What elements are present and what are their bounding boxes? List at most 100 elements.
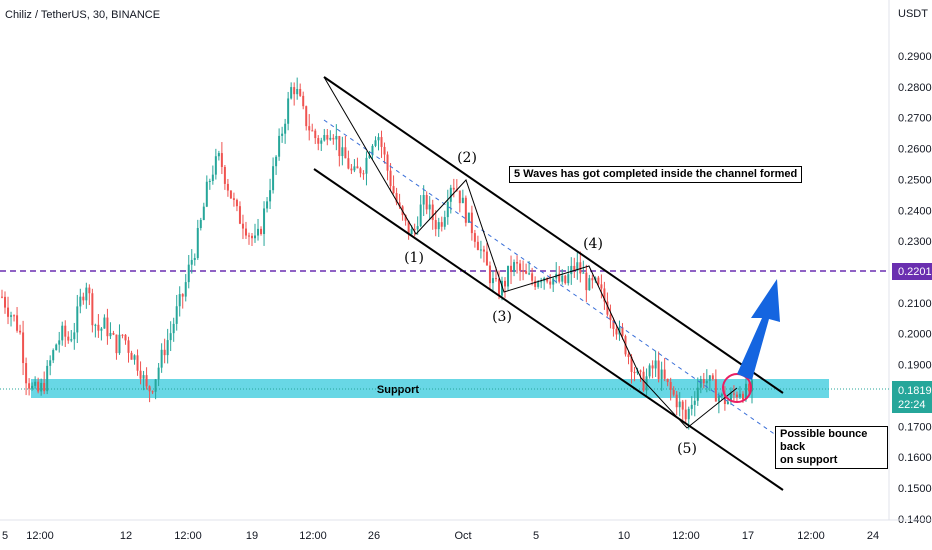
candle-body bbox=[678, 401, 681, 408]
waves-note[interactable]: 5 Waves has got completed inside the cha… bbox=[509, 166, 803, 183]
candle-body bbox=[494, 278, 497, 280]
candle-body bbox=[341, 147, 344, 157]
candle-body bbox=[133, 355, 136, 360]
candle-body bbox=[263, 208, 266, 235]
candle-body bbox=[525, 270, 528, 274]
wave-zigzag[interactable] bbox=[323, 76, 738, 429]
candle-body bbox=[461, 197, 464, 204]
candle-body bbox=[332, 137, 335, 140]
candle-body bbox=[440, 222, 443, 227]
candle-body bbox=[1, 296, 3, 298]
candle-body bbox=[684, 409, 687, 420]
candle-body bbox=[497, 278, 500, 296]
candle-body bbox=[67, 336, 70, 341]
candle-body bbox=[61, 325, 64, 341]
candle-body bbox=[485, 251, 488, 266]
candle-body bbox=[76, 306, 79, 333]
candle-body bbox=[419, 204, 422, 227]
candle-body bbox=[34, 381, 37, 386]
price-tick-label: 0.2800 bbox=[898, 82, 932, 94]
candle-body bbox=[534, 280, 537, 287]
wave-label-3: (3) bbox=[492, 309, 512, 325]
candle-body bbox=[395, 193, 398, 203]
candle-body bbox=[326, 135, 329, 140]
candle-body bbox=[549, 281, 552, 285]
price-tick-label: 0.2400 bbox=[898, 205, 932, 217]
candle-body bbox=[720, 393, 723, 397]
candle-body bbox=[335, 135, 338, 140]
channel-lower-line[interactable] bbox=[313, 168, 784, 491]
candle-body bbox=[561, 275, 564, 282]
candle-body bbox=[636, 370, 639, 374]
candle-body bbox=[217, 153, 220, 157]
candle-body bbox=[708, 375, 711, 381]
candle-body bbox=[154, 379, 157, 392]
price-tick-label: 0.1700 bbox=[898, 421, 932, 433]
candle-body bbox=[329, 137, 332, 140]
candle-body bbox=[193, 258, 196, 260]
candle-body bbox=[118, 334, 121, 354]
candle-body bbox=[729, 393, 732, 402]
bounce-arrow[interactable] bbox=[737, 279, 780, 380]
candle-body bbox=[546, 278, 549, 282]
candle-body bbox=[187, 264, 190, 283]
candle-body bbox=[467, 212, 470, 223]
candle-body bbox=[374, 140, 377, 146]
candle-body bbox=[290, 87, 293, 99]
candle-body bbox=[73, 332, 76, 340]
candle-body bbox=[238, 206, 241, 224]
candle-body bbox=[10, 315, 13, 317]
candle-body bbox=[627, 354, 630, 357]
candle-body bbox=[630, 356, 633, 372]
candle-body bbox=[205, 181, 208, 207]
candle-body bbox=[537, 282, 540, 287]
candle-body bbox=[591, 278, 594, 281]
candle-body bbox=[482, 249, 485, 252]
candle-body bbox=[744, 383, 747, 400]
candle-body bbox=[293, 87, 296, 95]
candle-body bbox=[504, 280, 507, 287]
price-tick-label: 0.2100 bbox=[898, 298, 932, 310]
candle-body bbox=[190, 259, 193, 265]
candle-body bbox=[70, 339, 73, 341]
price-tick-label: 0.2500 bbox=[898, 174, 932, 186]
candle-body bbox=[666, 378, 669, 383]
candle-body bbox=[615, 328, 618, 335]
candle-body bbox=[696, 387, 699, 401]
currency-label: USDT bbox=[898, 8, 928, 20]
candle-body bbox=[338, 135, 341, 157]
candle-body bbox=[127, 340, 130, 353]
current-price-label: 0.1819 22:24 bbox=[892, 381, 932, 413]
time-tick-label: 5 bbox=[533, 530, 539, 542]
time-axis[interactable]: 5 12:00 12 12:00 19 12:00 26 Oct 5 10 12:00 17 12:00… bbox=[0, 519, 932, 542]
candle-body bbox=[257, 228, 260, 236]
channel-midline[interactable] bbox=[323, 119, 784, 441]
resistance-price-label: 0.2201 bbox=[892, 263, 932, 280]
price-axis[interactable]: USDT 0.2900 0.2800 0.2700 0.2600 0.2500 0.240… bbox=[888, 0, 932, 526]
time-tick-label: 17 bbox=[742, 530, 754, 542]
candle-body bbox=[247, 235, 250, 237]
bounce-note[interactable]: Possible bounce back on support bbox=[775, 426, 888, 469]
candle-body bbox=[528, 273, 531, 275]
candle-body bbox=[398, 202, 401, 207]
candle-body bbox=[371, 145, 374, 156]
channel-upper-line[interactable] bbox=[323, 76, 784, 394]
candle-body bbox=[347, 158, 350, 169]
candle-body bbox=[705, 380, 708, 384]
candle-body bbox=[181, 294, 184, 297]
time-tick-label: 26 bbox=[368, 530, 380, 542]
candle-body bbox=[368, 155, 371, 158]
candle-body bbox=[681, 401, 684, 410]
candle-body bbox=[305, 106, 308, 127]
candle-body bbox=[7, 307, 10, 317]
candle-body bbox=[112, 332, 115, 335]
candle-body bbox=[223, 167, 226, 184]
candle-body bbox=[751, 380, 753, 392]
candle-body bbox=[49, 360, 52, 366]
candle-body bbox=[726, 401, 729, 405]
candle-body bbox=[383, 146, 386, 155]
time-tick-label: 10 bbox=[618, 530, 630, 542]
candle-body bbox=[392, 186, 395, 194]
candle-body bbox=[633, 371, 636, 374]
